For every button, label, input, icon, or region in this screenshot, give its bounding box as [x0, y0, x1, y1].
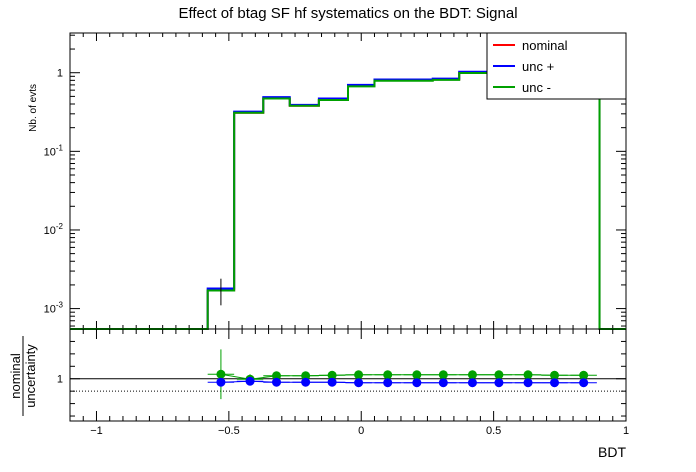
ratio-point: [550, 378, 560, 388]
ratio-point: [383, 370, 393, 380]
legend: nominal unc + unc -: [486, 32, 627, 100]
ratio-x-tick-label: 0.5: [486, 425, 501, 437]
ratio-axis-ticks: −1 −0.5 0 0.5 1 1: [57, 329, 629, 437]
ratio-y-axis-denominator: uncertainty: [23, 344, 38, 408]
main-y-tick-exponent: -2: [56, 222, 64, 231]
ratio-point: [579, 370, 589, 380]
ratio-point: [523, 378, 533, 388]
ratio-x-tick-label: 1: [623, 425, 629, 437]
ratio-point: [216, 377, 226, 387]
ratio-point: [272, 371, 282, 381]
ratio-point: [327, 370, 337, 380]
ratio-point: [579, 378, 589, 388]
ratio-point: [412, 370, 422, 380]
ratio-point: [494, 370, 504, 380]
ratio-point: [467, 378, 477, 388]
ratio-point: [438, 378, 448, 388]
ratio-point: [494, 378, 504, 388]
main-axis-ticks: 10-310-210-11: [44, 33, 627, 329]
ratio-point: [327, 377, 337, 387]
ratio-point: [301, 371, 311, 381]
main-y-tick-exponent: -1: [56, 143, 64, 152]
ratio-points: [207, 349, 597, 400]
x-axis-title: BDT: [598, 444, 626, 460]
ratio-point: [354, 378, 364, 388]
ratio-y-tick-label: 1: [57, 374, 63, 386]
ratio-point: [550, 370, 560, 380]
ratio-point: [301, 377, 311, 387]
main-y-tick-exponent: -3: [56, 301, 64, 310]
main-y-axis-title: Nb. of evts: [28, 84, 39, 132]
ratio-x-tick-label: −1: [90, 425, 103, 437]
chart-title: Effect of btag SF hf systematics on the …: [178, 5, 517, 22]
ratio-plot: −1 −0.5 0 0.5 1 1 nominal uncertainty BDT: [8, 328, 629, 460]
ratio-x-tick-label: −0.5: [218, 425, 240, 437]
ratio-point: [467, 370, 477, 380]
ratio-point: [272, 377, 282, 387]
legend-label: unc +: [522, 59, 554, 74]
ratio-point: [438, 370, 448, 380]
ratio-point: [245, 376, 255, 386]
ratio-point: [383, 378, 393, 388]
legend-label: unc -: [522, 80, 551, 95]
ratio-point: [523, 370, 533, 380]
legend-label: nominal: [522, 38, 568, 53]
ratio-point: [412, 378, 422, 388]
ratio-y-axis-title: nominal uncertainty: [8, 336, 38, 416]
main-y-tick-label: 1: [57, 68, 63, 80]
ratio-x-tick-label: 0: [358, 425, 364, 437]
ratio-y-axis-numerator: nominal: [8, 353, 23, 399]
ratio-point: [216, 369, 226, 379]
ratio-point: [354, 370, 364, 380]
